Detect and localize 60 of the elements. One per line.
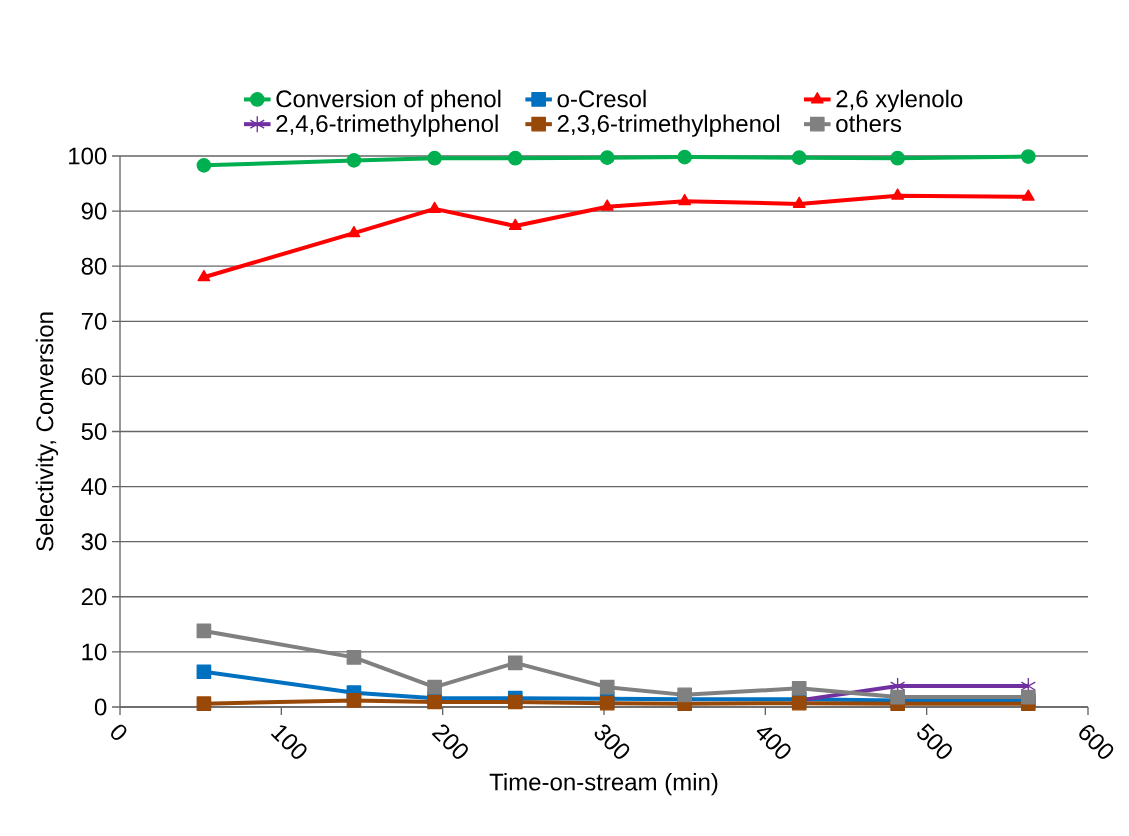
y-tick-label: 60 (81, 367, 107, 385)
y-tick-label: 70 (81, 312, 107, 330)
y-tick-label: 90 (81, 202, 107, 220)
point (346, 693, 362, 708)
point (599, 679, 615, 695)
point (428, 201, 442, 213)
x-tick-label: 200 (431, 724, 468, 759)
y-tick-label: 10 (82, 643, 107, 661)
point (1020, 689, 1036, 705)
point (507, 150, 523, 166)
y-tick-label: 40 (81, 478, 107, 496)
point (891, 188, 905, 200)
legend-label: others (836, 114, 902, 133)
y-tick-label: 0 (94, 698, 107, 716)
x-axis-title: Time-on-stream (min) (489, 772, 718, 796)
point (346, 650, 362, 665)
point (791, 695, 807, 711)
y-tick-label: 80 (81, 257, 107, 275)
point (792, 196, 806, 208)
point (791, 680, 807, 696)
point (599, 695, 615, 711)
point (1020, 149, 1036, 164)
point (346, 153, 362, 168)
point (427, 679, 442, 695)
point (890, 689, 905, 705)
y-axis-title: Selectivity, Conversion (35, 312, 59, 551)
point (196, 696, 212, 712)
x-tick-label: 100 (270, 725, 307, 759)
point (599, 150, 615, 165)
point (600, 199, 614, 211)
point (1021, 189, 1035, 201)
point (677, 149, 692, 165)
legend-label: 2,4,6-trimethylphenol (276, 114, 498, 137)
point (427, 150, 442, 166)
point (507, 694, 523, 710)
y-tick-label: 20 (81, 588, 107, 606)
point (678, 193, 692, 206)
y-tick-label: 30 (81, 533, 107, 551)
legend-label: 2,6 xylenolo (836, 89, 963, 113)
y-tick-label: 100 (69, 147, 107, 165)
x-tick-label: 400 (756, 727, 791, 759)
point (197, 269, 211, 282)
x-tick-label: 500 (917, 723, 952, 759)
point (890, 150, 905, 166)
legend-label: 2,3,6-trimethylphenol (557, 114, 780, 137)
point (196, 623, 212, 639)
point (677, 687, 692, 703)
point (791, 150, 807, 165)
legend-label: o-Cresol (557, 89, 646, 108)
point (507, 655, 523, 671)
point (196, 158, 212, 173)
point (508, 218, 522, 230)
y-tick-label: 50 (81, 422, 107, 440)
x-tick-label: 600 (1079, 725, 1114, 759)
legend-label: Conversion of phenol (276, 89, 501, 113)
point (196, 664, 212, 680)
x-tick-label: 300 (594, 724, 630, 759)
x-tick-label: 0 (111, 724, 127, 740)
point (347, 225, 361, 238)
point (427, 694, 442, 710)
